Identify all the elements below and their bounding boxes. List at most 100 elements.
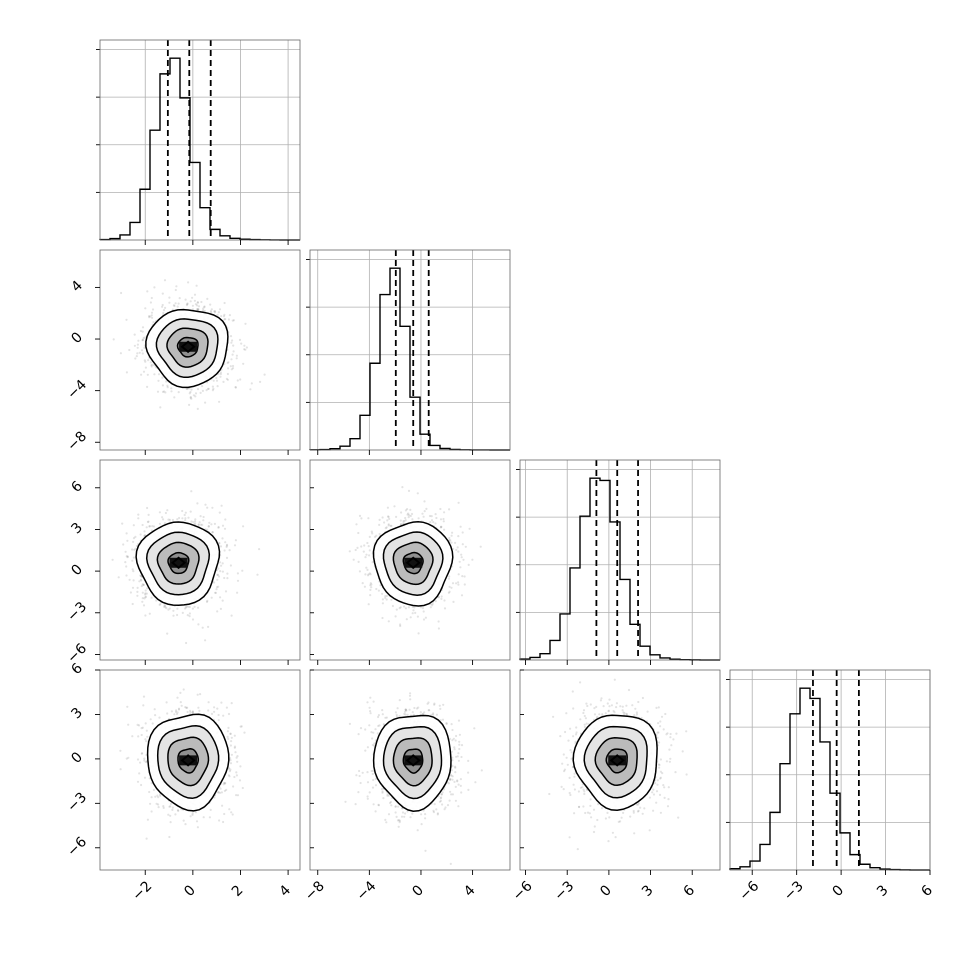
scatter-point <box>405 618 408 621</box>
scatter-point <box>220 791 223 794</box>
scatter-point <box>149 315 152 318</box>
scatter-point <box>186 302 189 305</box>
scatter-point <box>231 367 235 370</box>
scatter-point <box>128 578 131 581</box>
scatter-point <box>188 392 191 395</box>
scatter-point <box>236 591 239 594</box>
scatter-point <box>479 545 482 548</box>
scatter-point <box>224 318 227 321</box>
scatter-point <box>404 509 407 512</box>
scatter-point <box>416 615 419 618</box>
scatter-point <box>390 598 393 601</box>
scatter-point <box>132 556 135 559</box>
scatter-point <box>216 707 219 710</box>
scatter-point <box>425 507 428 510</box>
scatter-point <box>132 537 136 540</box>
scatter-point <box>143 534 146 538</box>
scatter-point <box>416 492 419 495</box>
scatter-point <box>203 306 206 309</box>
scatter-point <box>120 291 123 295</box>
scatter-point <box>206 599 209 603</box>
scatter-point <box>149 361 152 364</box>
scatter-point <box>217 790 220 794</box>
scatter-point <box>226 378 229 381</box>
scatter-point <box>437 627 440 630</box>
scatter-point <box>216 573 219 577</box>
scatter-point <box>229 335 233 338</box>
scatter-point <box>348 550 351 553</box>
scatter-point <box>378 518 381 522</box>
scatter-point <box>188 612 191 615</box>
scatter-area <box>119 688 246 840</box>
scatter-point <box>142 583 145 587</box>
scatter-point <box>164 391 167 394</box>
scatter-point <box>140 783 143 787</box>
scatter-point <box>413 606 416 609</box>
scatter-point <box>174 288 177 292</box>
scatter-point <box>369 582 372 585</box>
scatter-point <box>223 812 226 816</box>
scatter-point <box>460 553 463 556</box>
scatter-point <box>225 706 228 709</box>
scatter-point <box>161 292 164 295</box>
scatter-point <box>197 523 200 527</box>
scatter-point <box>431 602 434 606</box>
panel-frame <box>309 459 511 661</box>
scatter-point <box>207 525 210 528</box>
scatter-point <box>194 522 197 525</box>
scatter-point <box>203 309 206 313</box>
scatter-point <box>191 304 194 307</box>
scatter-point <box>161 376 164 379</box>
scatter-point <box>193 605 196 608</box>
scatter-point <box>190 490 193 493</box>
scatter-point <box>141 352 144 355</box>
scatter-point <box>153 286 156 289</box>
scatter-point <box>216 573 219 577</box>
scatter-point <box>234 386 237 389</box>
scatter-point <box>227 318 230 321</box>
scatter-point <box>249 388 252 391</box>
scatter-point <box>239 765 242 768</box>
scatter-point <box>188 615 191 618</box>
scatter-point <box>367 603 370 606</box>
scatter-point <box>259 380 262 383</box>
density-peak <box>179 341 198 352</box>
scatter-point <box>216 313 219 316</box>
scatter-point <box>220 504 223 507</box>
scatter-point <box>217 525 220 529</box>
scatter-point <box>153 373 156 376</box>
scatter-point <box>162 518 165 521</box>
scatter-point <box>231 813 234 816</box>
scatter-point <box>217 791 220 794</box>
scatter-point <box>227 712 231 716</box>
scatter-point <box>214 310 217 313</box>
scatter-point <box>213 796 216 799</box>
histogram-panel-2 <box>516 459 721 661</box>
scatter-point <box>238 779 242 782</box>
scatter-point <box>242 362 245 365</box>
scatter-point <box>442 517 445 521</box>
scatter-point <box>158 793 162 796</box>
scatter-point <box>363 544 366 547</box>
scatter-point <box>148 525 152 528</box>
scatter-point <box>143 336 146 339</box>
scatter-point <box>457 583 460 586</box>
scatter-point <box>452 600 455 604</box>
scatter-point <box>212 387 215 390</box>
scatter-point <box>360 517 363 520</box>
scatter-point <box>210 712 214 716</box>
scatter-point <box>375 534 378 537</box>
scatter-point <box>218 400 221 403</box>
scatter-point <box>241 569 244 572</box>
scatter-point <box>219 375 222 378</box>
scatter-point <box>164 511 167 515</box>
scatter-point <box>136 758 140 761</box>
scatter-point <box>464 545 467 548</box>
scatter-point <box>146 818 149 821</box>
scatter-point <box>232 344 235 347</box>
scatter-point <box>161 516 164 519</box>
scatter-point <box>217 567 220 570</box>
scatter-point <box>144 360 147 363</box>
scatter-point <box>400 511 403 514</box>
scatter-point <box>141 591 144 594</box>
